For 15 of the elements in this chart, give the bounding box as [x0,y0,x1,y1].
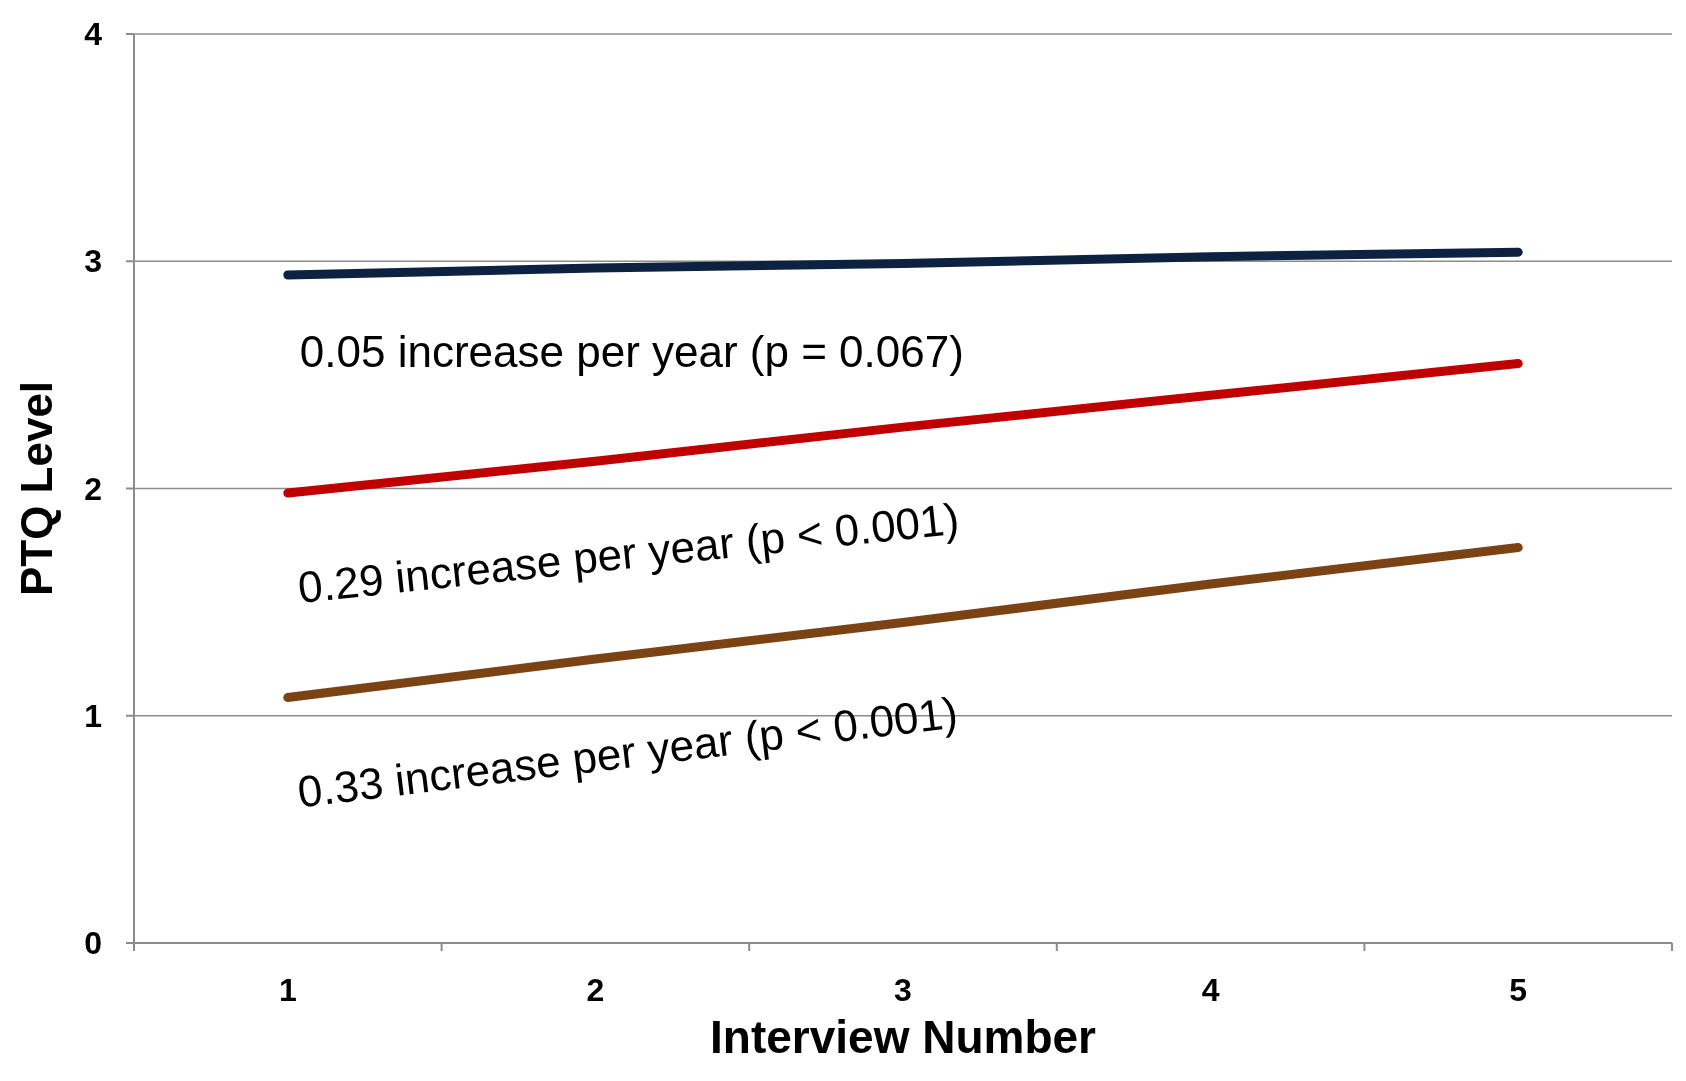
annotation: 0.29 increase per year (p < 0.001) [295,493,962,612]
x-tick-label: 4 [1201,972,1220,1008]
x-tick-label: 3 [894,972,912,1008]
y-tick-label: 4 [84,16,103,53]
y-axis-title: PTQ Level [12,380,61,597]
x-tick-label: 2 [586,972,605,1008]
annotation: 0.33 increase per year (p < 0.001) [294,687,961,817]
x-axis-title: Interview Number [710,1011,1097,1063]
y-tick-label: 0 [84,925,102,962]
x-tick-label: 1 [278,972,297,1008]
y-tick-label: 3 [84,243,102,280]
annotation: 0.05 increase per year (p = 0.067) [299,326,964,376]
x-tick-label: 5 [1509,972,1528,1008]
y-tick-label: 1 [84,697,102,734]
y-tick-label: 2 [84,470,102,507]
